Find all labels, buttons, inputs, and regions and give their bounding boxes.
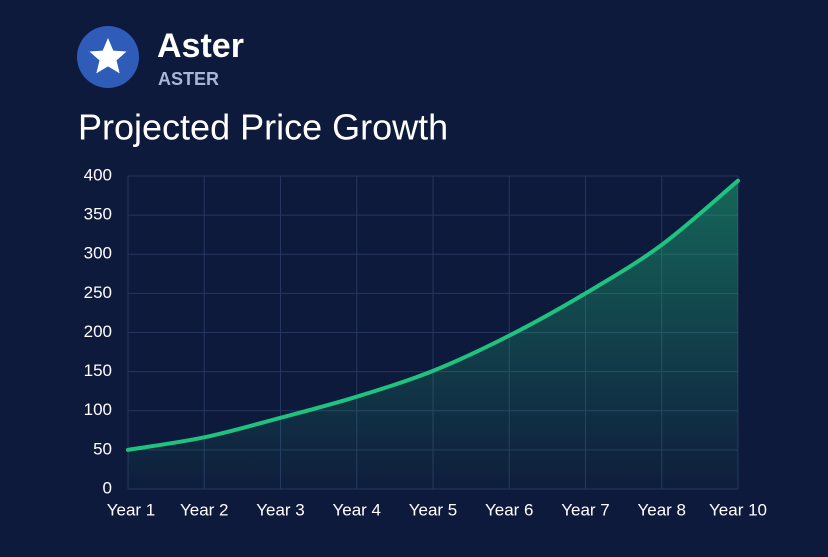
logo xyxy=(77,26,139,88)
x-tick-label: Year 2 xyxy=(180,500,229,519)
x-tick-label: Year 7 xyxy=(561,500,610,519)
y-tick-label: 100 xyxy=(84,400,112,419)
plot xyxy=(126,178,740,489)
y-tick-label: 200 xyxy=(84,322,112,341)
y-tick-label: 50 xyxy=(93,439,112,458)
x-tick-label: Year 10 xyxy=(709,500,767,519)
x-tick-label: Year 8 xyxy=(637,500,686,519)
chart-title: Projected Price Growth xyxy=(78,107,448,148)
area xyxy=(128,180,738,489)
y-tick-label: 250 xyxy=(84,283,112,302)
x-tick-label: Year 3 xyxy=(256,500,305,519)
x-tick-label: Year 4 xyxy=(332,500,381,519)
line xyxy=(126,178,740,452)
coin-ticker: ASTER xyxy=(158,69,219,89)
y-tick-label: 150 xyxy=(84,361,112,380)
x-tick-label: Year 6 xyxy=(485,500,534,519)
x-tick-label: Year 1 xyxy=(107,500,156,519)
y-tick-label: 0 xyxy=(103,478,112,497)
y-tick-label: 400 xyxy=(84,165,112,184)
coin-name: Aster xyxy=(157,27,244,65)
x-tick-label: Year 5 xyxy=(409,500,458,519)
y-tick-label: 350 xyxy=(84,205,112,224)
y-tick-label: 300 xyxy=(84,244,112,263)
